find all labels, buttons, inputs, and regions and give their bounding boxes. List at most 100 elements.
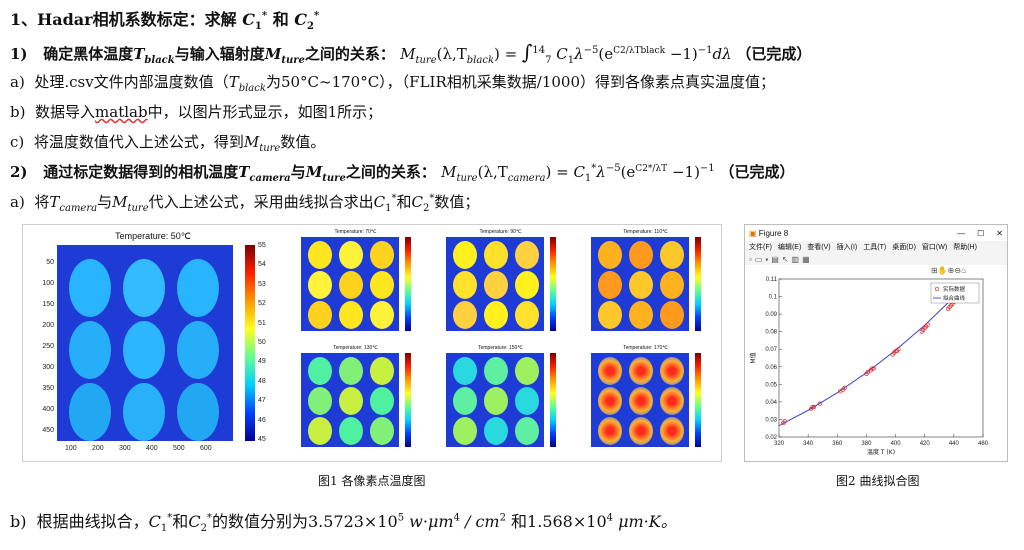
main-colorbar-tick: 45 (258, 436, 266, 443)
step-1c: c) 将温度数值代入上述公式，得到Mture数值。 (10, 133, 326, 154)
heatmap-title: Temperature: 130℃ (333, 345, 378, 351)
menu-item[interactable]: 窗口(W) (921, 244, 948, 251)
step-2-heading: 2) 通过标定数据得到的相机温度Tcamera与Mture之间的关系： Mtur… (10, 163, 795, 184)
main-x-tick: 100 (65, 445, 77, 452)
heatmap-title: Temperature: 150℃ (478, 345, 523, 351)
main-y-tick: 100 (42, 280, 54, 287)
main-x-tick: 600 (200, 445, 212, 452)
heatmap (301, 237, 399, 331)
y-tick-label: 0.03 (765, 417, 777, 423)
menu-bar: 文件(F) 编辑(E) 查看(V) 插入(I) 工具(T) 桌面(D) 窗口(W) 帮助(H) (745, 241, 1007, 253)
figure-8-window: ▣ Figure 8 — ☐ ✕ 文件(F) 编辑(E) 查看(V) 插入(I) 工具(… (744, 224, 1008, 462)
data-point (810, 405, 815, 410)
data-point (925, 322, 930, 327)
x-tick-label: 320 (774, 441, 785, 447)
main-y-tick: 350 (42, 385, 54, 392)
heatmap-panel-5: Temperature: 150℃ (430, 343, 571, 457)
main-y-tick: 400 (42, 406, 54, 413)
insert-legend-icon[interactable]: ▦ (802, 254, 810, 264)
minimize-icon[interactable]: — (957, 228, 966, 238)
step-1a: a) 处理.csv文件内部温度数值（Tblack为50°C~170°C），（FL… (10, 73, 775, 94)
data-point (817, 401, 822, 406)
y-tick-label: 0.04 (765, 400, 777, 406)
formula-1: Mture(λ,Tblack) = ∫147 C1λ−5(eC2/λTblack… (400, 40, 732, 66)
x-tick-label: 420 (920, 441, 931, 447)
heatmap (446, 237, 544, 331)
legend-label-data: 实际数据 (943, 285, 966, 293)
main-heatmap-title: Temperature: 50℃ (115, 231, 191, 241)
main-y-tick: 450 (42, 427, 54, 434)
section-heading: 1、Hadar相机系数标定：求解 C1* 和 C2* (10, 10, 320, 33)
main-colorbar (245, 245, 255, 441)
main-x-tick: 300 (119, 445, 131, 452)
new-icon[interactable]: ▫ (749, 254, 752, 264)
menu-item[interactable]: 桌面(D) (892, 244, 916, 251)
main-colorbar-tick: 52 (258, 300, 266, 308)
heatmap (301, 353, 399, 447)
menu-item[interactable]: 文件(F) (749, 244, 772, 251)
arrow-icon[interactable]: ↖ (781, 254, 789, 264)
figure-1: Temperature: 50℃ 50 100 150 200 250 300 350 400… (22, 224, 722, 462)
main-colorbar-tick: 48 (258, 377, 266, 385)
figure-2-caption: 图2 曲线拟合图 (836, 474, 920, 488)
y-tick-label: 0.07 (765, 347, 777, 353)
main-y-tick: 300 (42, 364, 54, 371)
main-heatmap-panel: Temperature: 50℃ 50 100 150 200 250 300 350 400… (25, 227, 281, 457)
main-y-tick: 50 (46, 259, 54, 266)
plot-area: ⊞✋⊕⊖⌂ 320 340 360 380 400 420 440 460 0.02 0.03 0.0… (745, 265, 1007, 461)
data-point (842, 385, 847, 390)
title-bar: ▣ Figure 8 — ☐ ✕ (745, 225, 1007, 241)
main-x-tick: 200 (92, 445, 104, 452)
menu-item[interactable]: 帮助(H) (953, 244, 977, 251)
main-y-tick: 200 (42, 322, 54, 329)
step-2a: a) 将Tcamera与Mture代入上述公式，采用曲线拟合求出C1*和C2*数… (10, 193, 480, 214)
x-tick-label: 360 (832, 441, 843, 447)
figure-1-caption: 图1 各像素点温度图 (318, 474, 426, 488)
heatmap (591, 353, 689, 447)
y-tick-label: 0.08 (765, 330, 777, 336)
main-x-tick: 500 (173, 445, 185, 452)
x-tick-label: 440 (949, 441, 960, 447)
x-tick-label: 380 (861, 441, 872, 447)
heatmap-panel-4: Temperature: 130℃ (285, 343, 426, 457)
menu-item[interactable]: 编辑(E) (777, 244, 802, 251)
heatmap-title: Temperature: 70℃ (334, 229, 377, 235)
colorbar (695, 353, 701, 447)
print-icon[interactable]: ▤ (771, 254, 779, 264)
main-heatmap (57, 245, 233, 441)
y-tick-label: 0.05 (765, 382, 777, 388)
main-colorbar-tick: 46 (258, 416, 266, 424)
y-tick-label: 0.09 (765, 312, 777, 318)
matlab-word: matlab (95, 103, 148, 121)
main-y-tick: 250 (42, 343, 54, 350)
save-icon[interactable]: ▪ (765, 254, 769, 264)
insert-colorbar-icon[interactable]: ▥ (791, 254, 800, 264)
close-icon[interactable]: ✕ (996, 228, 1003, 238)
heatmap-panel-3: Temperature: 110℃ (575, 227, 716, 341)
menu-item[interactable]: 查看(V) (807, 244, 831, 251)
main-y-tick: 150 (42, 301, 54, 308)
maximize-icon[interactable]: ☐ (977, 228, 985, 238)
data-point (896, 347, 901, 352)
open-icon[interactable]: ▭ (754, 254, 763, 264)
axes-toolbar-icons: ⊞✋⊕⊖⌂ (931, 265, 966, 275)
y-tick-label: 0.02 (765, 435, 777, 441)
y-tick-label: 0.11 (766, 277, 778, 283)
colorbar (695, 237, 701, 331)
heatmap-title: Temperature: 90℃ (479, 229, 522, 235)
menu-item[interactable]: 工具(T) (863, 244, 887, 251)
x-axis-label: 温度 T (K) (867, 448, 895, 456)
main-x-tick: 400 (146, 445, 158, 452)
heatmap (446, 353, 544, 447)
main-colorbar-tick: 49 (258, 358, 266, 366)
menu-item[interactable]: 插入(I) (836, 244, 858, 251)
heatmap (591, 237, 689, 331)
step-2b-result: b) 根据曲线拟合，C1*和C2*的数值分别为3.5723×105 w·μm4 … (10, 512, 677, 535)
heatmap-title: Temperature: 170℃ (623, 345, 668, 351)
legend-label-fit: 拟合曲线 (943, 294, 966, 302)
y-tick-label: 0.06 (765, 365, 777, 371)
colorbar (550, 353, 556, 447)
data-point (811, 405, 817, 410)
data-point (782, 419, 787, 424)
x-tick-label: 340 (803, 441, 814, 447)
